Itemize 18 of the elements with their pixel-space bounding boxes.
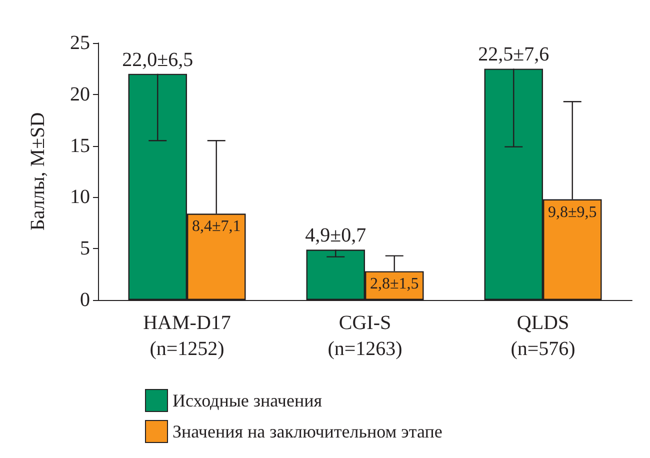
- y-tick-label: 25: [70, 32, 90, 54]
- data-label: 22,0±6,5: [122, 48, 194, 71]
- y-tick-label: 15: [70, 134, 90, 157]
- x-tick-label: HAM-D17 (n=1252): [143, 312, 231, 360]
- data-label: 22,5±7,6: [478, 44, 550, 66]
- y-tick-label: 0: [80, 289, 90, 311]
- y-tick-label: 5: [80, 238, 90, 260]
- data-label: 2,8±1,5: [370, 276, 419, 293]
- y-tick-label: 20: [70, 83, 90, 106]
- y-axis-title: Баллы, M±SD: [27, 112, 49, 231]
- x-tick-label: CGI-S (n=1263): [328, 312, 402, 360]
- legend-label: Исходные значения: [172, 390, 322, 410]
- x-tick-label: QLDS (n=576): [510, 312, 576, 360]
- data-label: 8,4±7,1: [192, 218, 241, 236]
- data-label: 9,8±9,5: [548, 204, 597, 221]
- data-label: 4,9±0,7: [305, 224, 366, 247]
- legend-label: Значения на заключительном этапе: [172, 422, 442, 442]
- y-tick-label: 10: [70, 186, 90, 208]
